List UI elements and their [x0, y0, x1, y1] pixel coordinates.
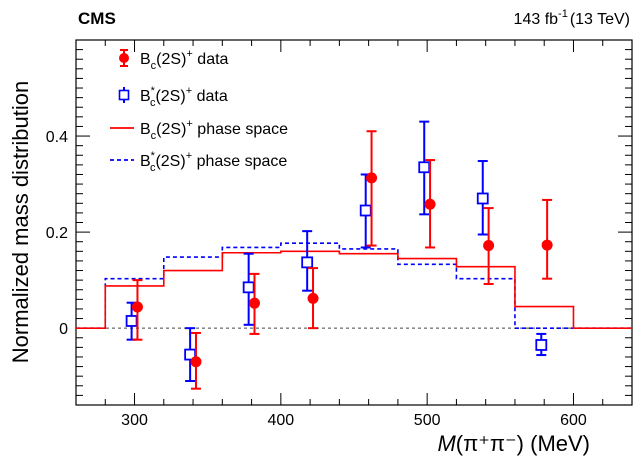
x-tick-label: 400	[267, 412, 294, 429]
open-square-marker	[535, 339, 548, 351]
legend-marker	[119, 53, 129, 63]
bc-data-point	[541, 198, 553, 280]
bc-data-point	[249, 272, 261, 335]
x-tick-label: 500	[414, 412, 441, 429]
open-square-marker	[242, 281, 255, 294]
bcstar-data-point	[184, 327, 197, 382]
filled-circle-marker	[131, 301, 143, 313]
filled-circle-marker	[366, 172, 378, 184]
axis-ticks: 300 400 500 600 0 0.2 0.4	[46, 39, 633, 429]
x-tick-label: 600	[560, 412, 587, 429]
bc-data-point	[131, 279, 143, 341]
legend-item: Bc(2S)+ data	[119, 48, 229, 72]
bc-data-point	[424, 159, 436, 249]
legend-item: B* c(2S)+ data	[118, 85, 228, 109]
bcstar-data-point	[242, 252, 255, 326]
bcstar-data-point	[476, 160, 489, 236]
legend-label: Bc(2S)+ phase space	[140, 118, 288, 142]
bcstar-data-point	[359, 173, 372, 249]
open-square-marker	[359, 204, 372, 217]
x-tick-label: 300	[121, 412, 148, 429]
bcstar-data-point	[301, 230, 314, 292]
legend-marker	[118, 89, 130, 101]
bc-data-point	[307, 267, 319, 330]
bc-data-point	[190, 331, 202, 390]
open-square-marker	[418, 161, 431, 174]
filled-circle-marker	[190, 356, 202, 368]
legend-label: B* c(2S)+ data	[140, 85, 228, 109]
filled-circle-marker	[541, 239, 553, 251]
bcstar-data-point	[418, 120, 431, 216]
y-tick-label: 0.4	[46, 129, 68, 146]
open-square-marker	[125, 315, 138, 327]
legend: Bc(2S)+ data B* c(2S)+ data Bc(2S)+ phase s…	[110, 48, 288, 174]
open-square-marker	[301, 256, 314, 269]
bc-phase-space-histogram	[76, 250, 632, 329]
filled-circle-marker	[424, 198, 436, 210]
y-tick-label: 0.2	[46, 225, 68, 242]
x-axis-title: M(π⁺π⁻) (MeV)	[437, 431, 590, 456]
legend-label: B* c(2S)+ phase space	[140, 150, 287, 174]
y-axis-title: Normalized mass distribution	[8, 81, 33, 363]
phase-space-histograms	[76, 242, 632, 329]
bc-data-point	[366, 130, 378, 247]
experiment-label: CMS	[78, 9, 116, 28]
legend-label: Bc(2S)+ data	[140, 48, 229, 72]
filled-circle-marker	[249, 297, 261, 309]
data-points	[125, 120, 553, 390]
filled-circle-marker	[483, 240, 495, 252]
y-tick-label: 0	[59, 321, 68, 338]
luminosity-label: 143 fb-1 (13 TeV)	[514, 8, 630, 28]
filled-circle-marker	[307, 292, 319, 304]
bcstar-data-point	[535, 332, 548, 357]
open-square-marker	[476, 192, 489, 205]
legend-item: Bc(2S)+ phase space	[110, 118, 288, 142]
legend-item: B* c(2S)+ phase space	[110, 150, 287, 174]
bc-data-point	[483, 207, 495, 285]
